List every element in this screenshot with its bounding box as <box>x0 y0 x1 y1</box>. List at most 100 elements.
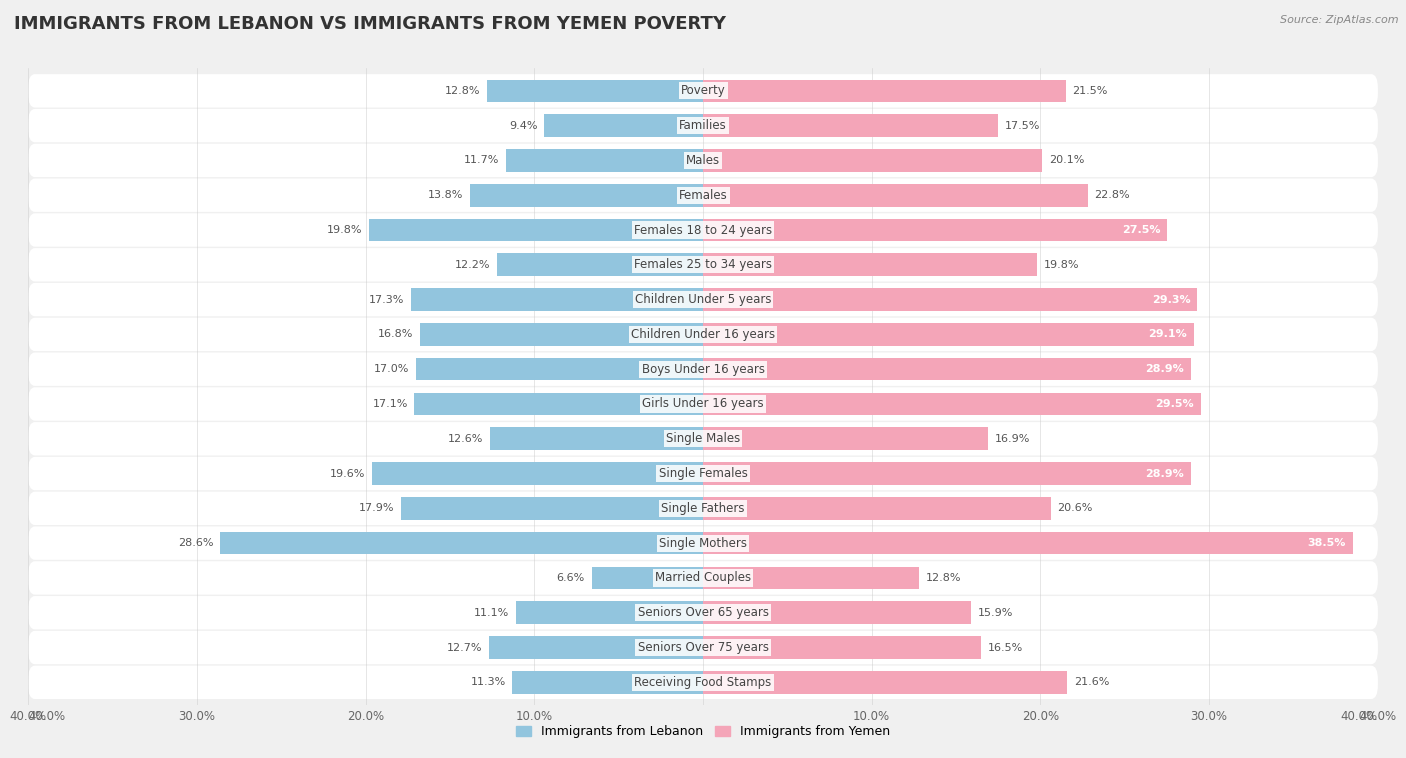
Text: 17.0%: 17.0% <box>374 364 409 374</box>
FancyBboxPatch shape <box>28 457 1378 490</box>
Bar <box>703 601 972 624</box>
Text: 6.6%: 6.6% <box>557 573 585 583</box>
Bar <box>703 219 1167 241</box>
Bar <box>703 671 1067 694</box>
Text: Seniors Over 65 years: Seniors Over 65 years <box>637 606 769 619</box>
Bar <box>411 288 703 311</box>
Text: 16.9%: 16.9% <box>995 434 1031 443</box>
Bar <box>703 393 1201 415</box>
Text: 11.3%: 11.3% <box>471 678 506 688</box>
Text: 16.8%: 16.8% <box>377 330 413 340</box>
Bar <box>512 671 703 694</box>
Text: 28.9%: 28.9% <box>1144 364 1184 374</box>
Text: Females: Females <box>679 189 727 202</box>
Text: Single Mothers: Single Mothers <box>659 537 747 550</box>
Text: 15.9%: 15.9% <box>979 608 1014 618</box>
Text: 12.8%: 12.8% <box>925 573 962 583</box>
Text: 11.7%: 11.7% <box>464 155 499 165</box>
Bar <box>703 323 1194 346</box>
Text: Females 25 to 34 years: Females 25 to 34 years <box>634 258 772 271</box>
Text: 12.7%: 12.7% <box>447 643 482 653</box>
FancyBboxPatch shape <box>28 492 1378 525</box>
Bar <box>703 184 1088 206</box>
Text: Females 18 to 24 years: Females 18 to 24 years <box>634 224 772 236</box>
Text: 29.5%: 29.5% <box>1156 399 1194 409</box>
Bar <box>703 114 998 137</box>
Bar <box>491 428 703 450</box>
Bar <box>703 428 988 450</box>
Bar <box>544 114 703 137</box>
Bar <box>416 358 703 381</box>
Text: Receiving Food Stamps: Receiving Food Stamps <box>634 676 772 689</box>
Bar <box>415 393 703 415</box>
Bar <box>703 253 1038 276</box>
FancyBboxPatch shape <box>28 144 1378 177</box>
Bar <box>703 497 1050 520</box>
Bar <box>703 636 981 659</box>
Text: Males: Males <box>686 154 720 167</box>
Text: Single Fathers: Single Fathers <box>661 502 745 515</box>
Text: 38.5%: 38.5% <box>1308 538 1346 548</box>
FancyBboxPatch shape <box>28 179 1378 212</box>
Bar <box>516 601 703 624</box>
FancyBboxPatch shape <box>28 74 1378 108</box>
Bar <box>221 532 703 554</box>
Text: 28.6%: 28.6% <box>179 538 214 548</box>
Text: 12.2%: 12.2% <box>456 260 491 270</box>
Bar <box>703 288 1198 311</box>
Text: 16.5%: 16.5% <box>988 643 1024 653</box>
Text: Poverty: Poverty <box>681 84 725 97</box>
FancyBboxPatch shape <box>28 387 1378 421</box>
Bar <box>470 184 703 206</box>
Text: 40.0%: 40.0% <box>1341 710 1378 723</box>
Bar <box>368 219 703 241</box>
Legend: Immigrants from Lebanon, Immigrants from Yemen: Immigrants from Lebanon, Immigrants from… <box>510 720 896 744</box>
Text: 29.1%: 29.1% <box>1149 330 1187 340</box>
Text: IMMIGRANTS FROM LEBANON VS IMMIGRANTS FROM YEMEN POVERTY: IMMIGRANTS FROM LEBANON VS IMMIGRANTS FR… <box>14 15 725 33</box>
Bar <box>703 358 1191 381</box>
Text: 11.1%: 11.1% <box>474 608 509 618</box>
Bar <box>703 532 1353 554</box>
FancyBboxPatch shape <box>28 213 1378 246</box>
Text: Single Males: Single Males <box>666 432 740 445</box>
Bar <box>498 253 703 276</box>
Text: 17.5%: 17.5% <box>1005 121 1040 130</box>
Text: 19.8%: 19.8% <box>326 225 363 235</box>
Text: 12.8%: 12.8% <box>444 86 481 96</box>
Text: 29.3%: 29.3% <box>1152 295 1191 305</box>
FancyBboxPatch shape <box>28 248 1378 281</box>
FancyBboxPatch shape <box>28 527 1378 560</box>
Text: 27.5%: 27.5% <box>1122 225 1160 235</box>
Text: Married Couples: Married Couples <box>655 572 751 584</box>
Text: 20.1%: 20.1% <box>1049 155 1084 165</box>
Text: 40.0%: 40.0% <box>28 710 65 723</box>
Bar <box>401 497 703 520</box>
FancyBboxPatch shape <box>28 318 1378 351</box>
Text: 21.6%: 21.6% <box>1074 678 1109 688</box>
Bar <box>703 149 1042 172</box>
FancyBboxPatch shape <box>28 109 1378 143</box>
FancyBboxPatch shape <box>28 352 1378 386</box>
Text: 17.3%: 17.3% <box>368 295 405 305</box>
Text: Children Under 16 years: Children Under 16 years <box>631 328 775 341</box>
Text: 19.8%: 19.8% <box>1043 260 1080 270</box>
Bar <box>703 567 920 589</box>
Text: 13.8%: 13.8% <box>427 190 464 200</box>
Bar <box>703 462 1191 485</box>
Text: Girls Under 16 years: Girls Under 16 years <box>643 397 763 411</box>
Text: Single Females: Single Females <box>658 467 748 480</box>
FancyBboxPatch shape <box>28 561 1378 594</box>
Bar <box>486 80 703 102</box>
Text: 20.6%: 20.6% <box>1057 503 1092 513</box>
Text: Seniors Over 75 years: Seniors Over 75 years <box>637 641 769 654</box>
Text: 21.5%: 21.5% <box>1073 86 1108 96</box>
FancyBboxPatch shape <box>28 666 1378 699</box>
Text: 17.1%: 17.1% <box>373 399 408 409</box>
Text: 28.9%: 28.9% <box>1144 468 1184 478</box>
Text: 22.8%: 22.8% <box>1094 190 1130 200</box>
Text: Source: ZipAtlas.com: Source: ZipAtlas.com <box>1281 15 1399 25</box>
Bar <box>506 149 703 172</box>
Text: Boys Under 16 years: Boys Under 16 years <box>641 362 765 376</box>
Text: Families: Families <box>679 119 727 132</box>
Bar <box>489 636 703 659</box>
